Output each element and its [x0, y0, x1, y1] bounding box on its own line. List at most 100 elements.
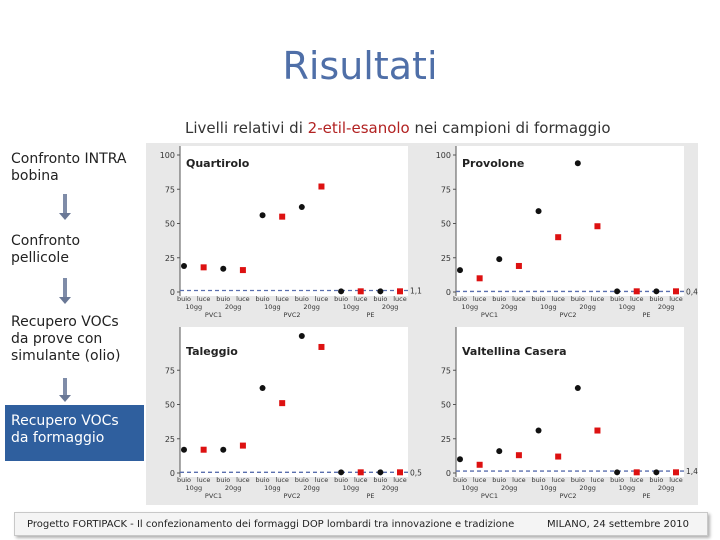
data-point-circle	[574, 385, 581, 392]
x-category-label: luce	[551, 295, 565, 303]
x-day-label: 10gg	[186, 303, 203, 311]
x-category-label: luce	[630, 295, 644, 303]
x-day-label: 10gg	[619, 484, 636, 492]
data-point-square	[318, 183, 325, 190]
x-category-label: buio	[492, 295, 506, 303]
x-category-label: luce	[473, 295, 487, 303]
x-day-label: 10gg	[540, 303, 557, 311]
x-category-label: buio	[571, 295, 585, 303]
x-category-label: luce	[197, 476, 211, 484]
footer-project: Progetto FORTIPACK - Il confezionamento …	[27, 519, 515, 530]
data-point-square	[476, 461, 483, 468]
step-connector	[63, 378, 67, 396]
step-connector	[63, 278, 67, 298]
x-category-label: luce	[591, 295, 605, 303]
data-point-square	[673, 469, 679, 476]
data-point-circle	[377, 288, 384, 295]
x-day-label: 20gg	[303, 303, 320, 311]
x-film-label: PVC2	[559, 311, 576, 319]
x-category-label: luce	[236, 476, 250, 484]
y-tick-label: 75	[441, 366, 451, 375]
x-day-label: 20gg	[225, 303, 242, 311]
data-point-square	[673, 288, 679, 295]
x-day-label: 20gg	[382, 303, 399, 311]
data-point-circle	[220, 265, 227, 272]
footer-date: MILANO, 24 settembre 2010	[547, 519, 689, 530]
x-category-label: buio	[492, 476, 506, 484]
data-point-circle	[535, 427, 542, 434]
data-point-square	[279, 213, 286, 220]
x-category-label: luce	[551, 476, 565, 484]
data-point-circle	[574, 160, 581, 167]
data-point-circle	[298, 333, 305, 339]
x-day-label: 20gg	[658, 484, 675, 492]
reference-label: 1,4	[686, 467, 698, 476]
x-day-label: 10gg	[619, 303, 636, 311]
data-point-square	[594, 427, 601, 434]
x-day-label: 20gg	[382, 484, 399, 492]
x-category-label: luce	[591, 476, 605, 484]
x-category-label: luce	[236, 295, 250, 303]
x-category-label: buio	[256, 295, 270, 303]
x-category-label: luce	[473, 476, 487, 484]
x-category-label: luce	[669, 295, 683, 303]
y-tick-label: 75	[441, 185, 451, 194]
data-point-square	[279, 400, 286, 407]
plot-background	[180, 146, 408, 296]
subtitle-compound: 2-etil-esanolo	[307, 119, 410, 137]
chart-title: Provolone	[462, 157, 524, 170]
x-category-label: luce	[512, 476, 526, 484]
x-category-label: buio	[216, 476, 230, 484]
arrow-down-icon	[59, 213, 71, 220]
slide-footer: Progetto FORTIPACK - Il confezionamento …	[14, 512, 708, 536]
y-tick-label: 0	[170, 288, 175, 297]
data-point-square	[515, 262, 522, 269]
x-category-label: luce	[669, 476, 683, 484]
x-category-label: luce	[275, 295, 289, 303]
data-point-square	[200, 264, 207, 271]
x-category-label: luce	[393, 476, 407, 484]
data-point-circle	[259, 385, 266, 392]
data-point-square	[357, 469, 364, 476]
x-day-label: 10gg	[264, 484, 281, 492]
subtitle-pre: Livelli relativi di	[185, 119, 308, 137]
y-tick-label: 25	[441, 435, 451, 444]
data-point-square	[555, 234, 562, 241]
y-tick-label: 75	[165, 366, 175, 375]
x-category-label: luce	[197, 295, 211, 303]
x-day-label: 10gg	[186, 484, 203, 492]
data-point-square	[397, 288, 403, 295]
x-film-label: PVC2	[559, 492, 576, 500]
data-point-square	[594, 223, 601, 230]
data-point-square	[318, 343, 325, 350]
reference-label: 1,1	[410, 286, 422, 295]
data-point-square	[633, 469, 640, 476]
x-day-label: 20gg	[579, 484, 596, 492]
x-category-label: buio	[177, 295, 191, 303]
x-category-label: buio	[532, 476, 546, 484]
x-day-label: 20gg	[658, 303, 675, 311]
chart-title: Taleggio	[186, 345, 238, 358]
plot-background	[456, 146, 684, 296]
data-point-square	[200, 446, 207, 453]
x-film-label: PE	[367, 311, 375, 319]
chart-title: Valtellina Casera	[462, 345, 567, 358]
x-day-label: 10gg	[343, 484, 360, 492]
x-day-label: 10gg	[343, 303, 360, 311]
x-category-label: buio	[334, 476, 348, 484]
y-tick-label: 0	[446, 469, 451, 478]
data-point-circle	[496, 256, 503, 263]
chart-subtitle: Livelli relativi di 2-etil-esanolo nei c…	[185, 119, 611, 137]
step-confronto-intra-bobina: Confronto INTRA bobina	[11, 151, 127, 184]
x-category-label: buio	[649, 295, 663, 303]
data-point-circle	[457, 456, 463, 463]
x-day-label: 20gg	[303, 484, 320, 492]
x-day-label: 10gg	[540, 484, 557, 492]
data-point-circle	[377, 469, 384, 476]
data-point-square	[555, 453, 562, 460]
x-day-label: 20gg	[501, 303, 518, 311]
data-point-square	[397, 469, 403, 476]
